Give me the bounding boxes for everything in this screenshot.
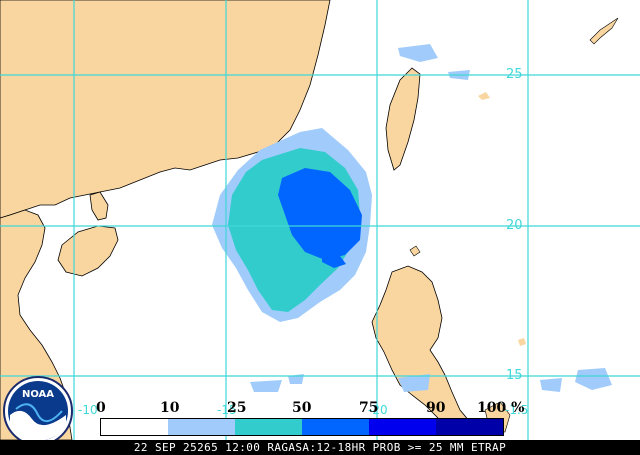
legend-tick-0: 0 bbox=[96, 400, 106, 416]
noaa-logo-text: NOAA bbox=[22, 389, 54, 400]
legend-colorbar bbox=[100, 418, 504, 436]
legend-tick-100: 100 % bbox=[477, 400, 525, 416]
map-canvas bbox=[0, 0, 640, 440]
lat-label-20: 20 bbox=[506, 218, 523, 233]
prob-10-25-patch bbox=[250, 380, 282, 392]
lon-label-1: -10 bbox=[78, 403, 98, 417]
legend-bin-1 bbox=[168, 419, 235, 435]
legend-tick-50: 50 bbox=[292, 400, 312, 416]
prob-10-25-patch bbox=[575, 368, 612, 390]
land-ryukyu bbox=[589, 17, 619, 45]
lat-label-25: 25 bbox=[506, 67, 523, 82]
legend-bin-0 bbox=[101, 419, 168, 435]
land-batanes bbox=[409, 245, 421, 257]
noaa-logo: NOAA bbox=[3, 376, 73, 446]
prob-50-75-area bbox=[278, 168, 362, 260]
legend-tick-10: 10 bbox=[160, 400, 180, 416]
legend-tick-75: 75 bbox=[359, 400, 379, 416]
land-leizhou bbox=[89, 191, 109, 221]
lon-label-2: -15 bbox=[217, 403, 237, 417]
lat-lon-grid bbox=[0, 0, 640, 440]
legend-bin-4 bbox=[369, 419, 436, 435]
land-hainan bbox=[57, 225, 119, 277]
prob-10-25-patch bbox=[540, 378, 562, 392]
legend-tick-90: 90 bbox=[426, 400, 446, 416]
lon-label-3: -20 bbox=[368, 403, 388, 417]
land-islet bbox=[518, 338, 526, 346]
land-taiwan bbox=[385, 67, 421, 171]
land-china bbox=[0, 0, 331, 219]
prob-50-75-lobe bbox=[322, 252, 346, 268]
land-islet bbox=[478, 92, 490, 100]
legend-tick-25: 25 bbox=[227, 400, 247, 416]
prob-10-25-patch bbox=[398, 374, 430, 392]
legend-bin-2 bbox=[235, 419, 302, 435]
lon-label-4: -1.5 bbox=[505, 403, 529, 417]
caption-text: 22 SEP 25265 12:00 RAGASA:12-18HR PROB >… bbox=[133, 441, 507, 454]
lat-label-15: 15 bbox=[506, 368, 523, 383]
legend-bin-3 bbox=[302, 419, 369, 435]
legend-bin-5 bbox=[436, 419, 503, 435]
prob-10-25-patch bbox=[398, 44, 438, 62]
caption-bar: 22 SEP 25265 12:00 RAGASA:12-18HR PROB >… bbox=[0, 440, 640, 455]
